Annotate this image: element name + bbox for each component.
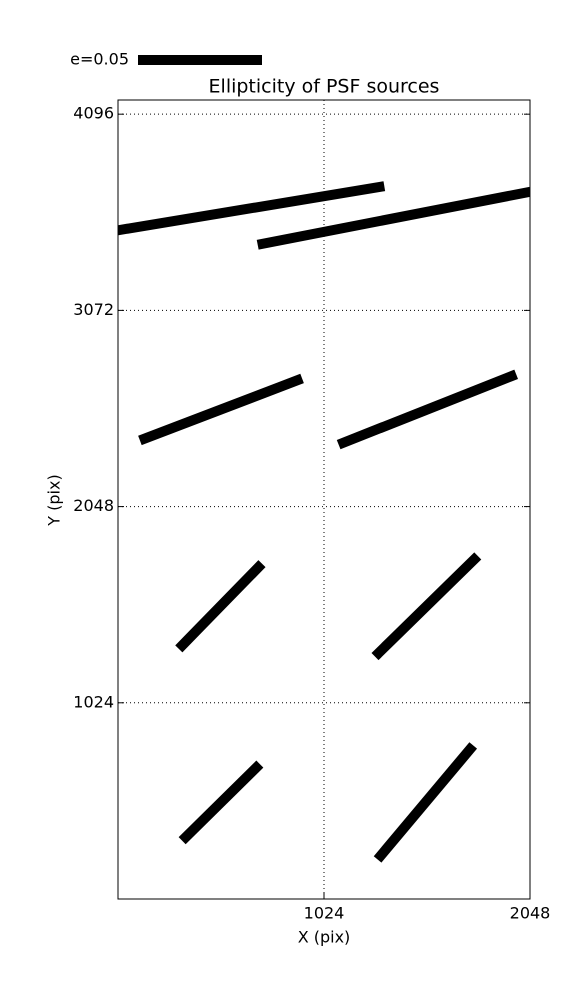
whisker bbox=[336, 369, 519, 450]
y-tick-label: 1024 bbox=[73, 692, 114, 711]
y-tick-label: 4096 bbox=[73, 104, 114, 123]
whisker bbox=[138, 373, 304, 446]
x-axis-label: X (pix) bbox=[298, 928, 351, 947]
whisker bbox=[118, 181, 386, 236]
x-tick-label: 2048 bbox=[510, 904, 551, 923]
key-label: e=0.05 bbox=[70, 50, 129, 69]
chart-title: Ellipticity of PSF sources bbox=[209, 76, 440, 98]
whisker bbox=[178, 760, 264, 845]
grid bbox=[118, 100, 531, 899]
y-tick-label: 3072 bbox=[73, 300, 114, 319]
whisker bbox=[371, 552, 482, 661]
y-axis-label: Y (pix) bbox=[45, 474, 64, 526]
plot-frame bbox=[117, 99, 531, 900]
plot-marks bbox=[118, 181, 530, 863]
y-tick-label: 2048 bbox=[73, 496, 114, 515]
whisker bbox=[256, 186, 530, 250]
whisker bbox=[373, 742, 478, 863]
whisker bbox=[175, 560, 266, 653]
x-tick-label: 1024 bbox=[304, 904, 345, 923]
